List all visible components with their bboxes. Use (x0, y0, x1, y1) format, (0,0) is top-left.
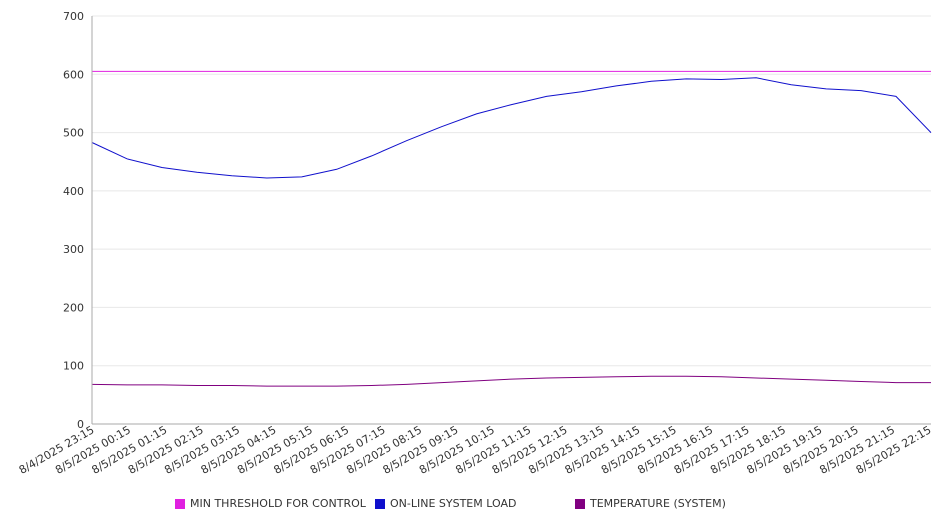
legend-label-temperature: TEMPERATURE (SYSTEM) (590, 497, 726, 510)
legend-label-threshold: MIN THRESHOLD FOR CONTROL (190, 497, 366, 510)
legend-item-threshold[interactable]: MIN THRESHOLD FOR CONTROL (175, 497, 366, 510)
grid-lines (92, 15, 931, 367)
legend-item-temperature[interactable]: TEMPERATURE (SYSTEM) (575, 497, 726, 510)
legend-swatch-load (375, 498, 385, 509)
series-line-load (91, 77, 932, 179)
y-tick-label: 400 (63, 185, 84, 198)
y-tick-label: 0 (77, 418, 84, 431)
y-tick-label: 500 (63, 127, 84, 140)
legend-label-load: ON-LINE SYSTEM LOAD (390, 497, 517, 510)
legend: MIN THRESHOLD FOR CONTROL ON-LINE SYSTEM… (0, 497, 946, 515)
y-tick-label: 600 (63, 68, 84, 81)
y-tick-label: 200 (63, 301, 84, 314)
y-tick-label: 300 (63, 243, 84, 256)
legend-swatch-temperature (575, 498, 585, 509)
y-tick-label: 700 (63, 10, 84, 23)
series-line-temperature (91, 375, 931, 387)
x-axis-ticks: 8/4/2025 23:158/5/2025 00:158/5/2025 01:… (17, 423, 934, 477)
axes (91, 16, 931, 425)
legend-swatch-threshold (175, 498, 185, 509)
legend-item-load[interactable]: ON-LINE SYSTEM LOAD (375, 497, 516, 510)
y-tick-label: 100 (63, 360, 84, 373)
y-axis-ticks: 0 100 200 300 400 500 600 700 (63, 10, 84, 431)
series-lines (91, 70, 932, 387)
